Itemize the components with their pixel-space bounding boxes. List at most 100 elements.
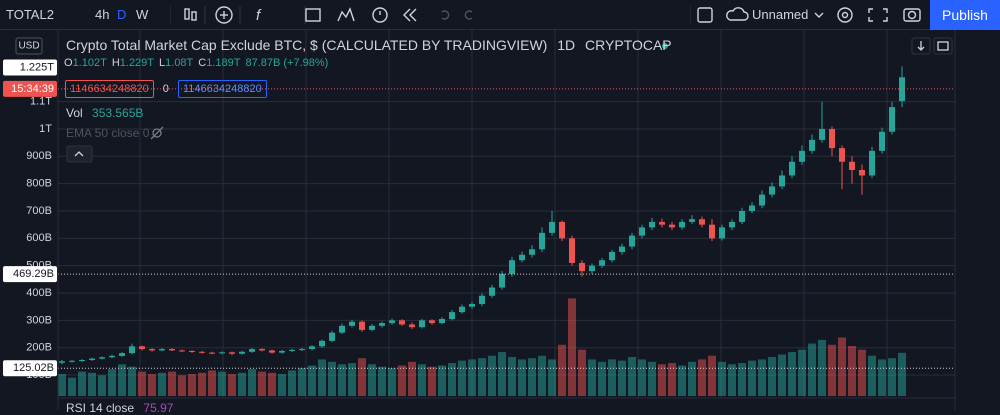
volume-bar xyxy=(248,369,256,396)
symbol[interactable]: TOTAL2 xyxy=(6,7,54,22)
publish-button[interactable]: Publish xyxy=(930,0,1000,30)
volume-bar xyxy=(628,356,636,396)
volume-bar xyxy=(548,359,556,396)
candle-body xyxy=(489,287,495,296)
candle-body xyxy=(679,221,685,228)
candle-body xyxy=(749,205,755,211)
volume-bar xyxy=(858,349,866,396)
candle-body xyxy=(539,232,545,250)
candle-body xyxy=(319,340,325,347)
volume-bar xyxy=(698,359,706,396)
candle-body xyxy=(299,349,305,351)
volume-bar xyxy=(308,365,316,396)
currency-box[interactable] xyxy=(15,37,43,55)
volume-bar xyxy=(838,337,846,396)
candle-body xyxy=(849,161,855,170)
candle-body xyxy=(99,357,105,359)
ohlc-value: 1.102T xyxy=(72,57,107,69)
volume-bar xyxy=(218,371,226,396)
volume-bar xyxy=(228,374,236,396)
toolbar-icons-right xyxy=(690,6,921,24)
price-badge xyxy=(3,360,57,377)
volume-bar xyxy=(258,371,266,396)
volume-bar xyxy=(558,344,566,396)
volume-bar xyxy=(118,364,126,396)
price-badge-label: 469.29B xyxy=(13,268,54,280)
candle-body xyxy=(409,324,415,328)
volume-bar xyxy=(528,358,536,396)
candle-body xyxy=(869,150,875,176)
y-tick-label: 400B xyxy=(26,287,52,299)
candle-body xyxy=(629,235,635,247)
volume-bar xyxy=(448,363,456,396)
candle-body xyxy=(689,219,695,222)
candle-body xyxy=(429,320,435,324)
volume-bar xyxy=(768,356,776,396)
buy-price[interactable]: 1146634248820 xyxy=(177,80,267,98)
toolbar: TOTAL2 4h D W f xyxy=(0,0,1000,30)
candle-body xyxy=(239,351,245,354)
candle-body xyxy=(599,260,605,266)
volume-bar xyxy=(88,372,96,396)
volume-bar xyxy=(98,375,106,396)
volume-bar xyxy=(178,375,186,396)
interval[interactable]: 4h xyxy=(95,7,110,22)
candle-body xyxy=(529,249,535,255)
ohlc-value: 1.229T xyxy=(119,57,155,69)
candle-body xyxy=(449,312,455,319)
volume-bar xyxy=(708,355,716,396)
candle-body xyxy=(119,353,125,356)
candle-body xyxy=(729,221,735,228)
candle-body xyxy=(89,358,95,360)
candle-body xyxy=(639,227,645,236)
volume-bar xyxy=(468,359,476,396)
currency: USD xyxy=(18,41,39,52)
candle-body xyxy=(329,332,335,341)
volume-bar xyxy=(148,374,156,396)
candle-body xyxy=(149,349,155,351)
ema-legend: EMA 50 close 0 xyxy=(66,126,150,140)
volume-bar xyxy=(378,366,386,396)
volume-bar xyxy=(158,372,166,396)
ohlc-key: O xyxy=(64,57,73,69)
candle-body xyxy=(569,238,575,263)
candle-body xyxy=(109,355,115,358)
candle-body xyxy=(199,351,205,353)
volume-bar xyxy=(458,360,466,396)
interval[interactable]: D xyxy=(117,7,127,22)
candle-body xyxy=(829,128,835,149)
volume-bar xyxy=(828,344,836,396)
volume-bar xyxy=(278,374,286,396)
candle-body xyxy=(809,139,815,151)
candle-body xyxy=(619,246,625,253)
candle-body xyxy=(589,265,595,272)
sell-price[interactable]: 1146634248820 xyxy=(65,80,154,98)
volume-bar xyxy=(168,371,176,396)
volume-bar xyxy=(808,343,816,396)
countdown: 15:34:39 xyxy=(11,83,54,95)
volume-bar xyxy=(478,358,486,396)
candle-body xyxy=(739,210,745,222)
volume-bar xyxy=(388,367,396,396)
volume-bar xyxy=(598,361,606,396)
layout-name[interactable]: Unnamed xyxy=(752,7,809,22)
interval[interactable]: W xyxy=(136,7,149,22)
pane-buttons xyxy=(66,37,953,163)
volume-bar xyxy=(338,364,346,396)
volume-bar xyxy=(778,354,786,396)
countdown-badge xyxy=(3,80,57,97)
candle-body xyxy=(309,346,315,350)
candle-body xyxy=(459,306,465,313)
volume-bar xyxy=(588,359,596,396)
candle-body xyxy=(509,260,515,274)
volume-bar xyxy=(198,372,206,396)
candle-body xyxy=(439,318,445,324)
candle-body xyxy=(69,360,75,362)
candle-body xyxy=(169,349,175,351)
volume-bar xyxy=(208,370,216,396)
volume-bar xyxy=(638,359,646,396)
price-badge-label: 125.02B xyxy=(13,362,54,374)
volume-bar xyxy=(188,374,196,396)
volume-bar xyxy=(398,365,406,396)
